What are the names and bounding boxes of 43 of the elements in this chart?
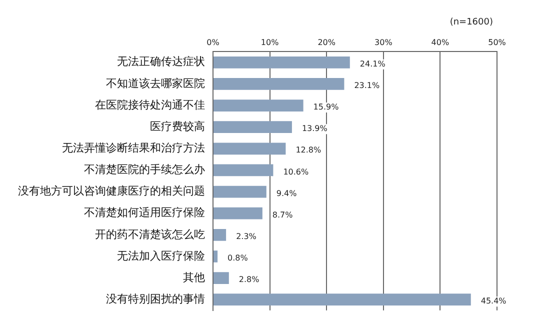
y-tick-label: 没有特别困扰的事情 (106, 292, 205, 306)
y-tick-label: 无法正确传达症状 (117, 55, 205, 68)
y-tick-label: 无法加入医疗保险 (117, 249, 205, 262)
data-label: 2.3% (236, 232, 257, 241)
y-tick-label: 不清楚医院的手续怎么办 (84, 163, 205, 176)
bar (214, 56, 350, 68)
bar (214, 250, 218, 262)
bar (214, 78, 344, 90)
x-tick-label: 0% (206, 38, 220, 47)
bar (214, 100, 304, 112)
bar (214, 272, 229, 284)
data-label: 23.1% (354, 81, 380, 90)
text: (n=1600) (450, 17, 493, 28)
data-label: 9.4% (276, 188, 298, 198)
x-tick-label: 20% (318, 38, 336, 47)
data-label: 24.1% (360, 59, 386, 68)
bar (214, 164, 274, 176)
x-tick-label: 50% (488, 38, 506, 47)
y-tick-label: 在医院接待处沟通不佳 (95, 98, 205, 112)
y-tick-label: 无法弄懂诊断结果和治疗方法 (62, 142, 205, 155)
x-tick-label: 10% (260, 38, 280, 47)
bar (214, 228, 226, 241)
data-label: 12.8% (296, 146, 322, 155)
y-tick-label: 其他 (183, 270, 205, 284)
data-label: 8.7% (272, 210, 294, 220)
x-tick-label: 30% (374, 38, 393, 47)
data-label: 45.4% (480, 296, 507, 306)
bar (214, 207, 262, 220)
x-tick-label: 40% (431, 38, 450, 47)
data-label: 15.9% (313, 102, 340, 112)
bar (214, 294, 471, 306)
y-tick-label: 不清楚如何适用医疗保险 (84, 206, 205, 220)
bar (214, 142, 286, 155)
y-tick-label: 医疗费较高 (150, 120, 205, 133)
bar (214, 186, 266, 198)
y-tick-label: 不知道该去哪家医院 (106, 76, 205, 90)
data-label: 13.9% (302, 124, 328, 134)
data-label: 2.8% (238, 275, 260, 284)
y-tick-label: 开的药不清楚该怎么吃 (95, 228, 205, 241)
data-label: 0.8% (228, 254, 248, 263)
data-label: 10.6% (283, 167, 310, 176)
y-tick-label: 没有地方可以咨询健康医疗的相关问题 (18, 184, 205, 198)
bar (214, 121, 292, 134)
